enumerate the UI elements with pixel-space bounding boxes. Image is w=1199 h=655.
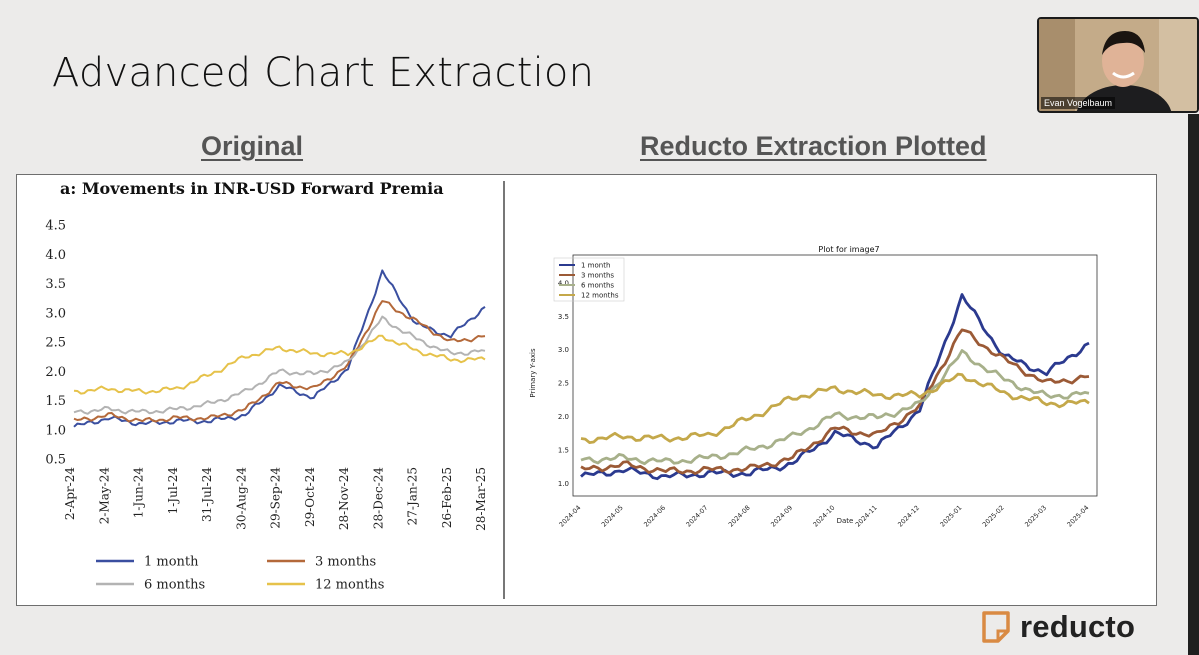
- x-tick-label: 30-Aug-24: [234, 467, 248, 530]
- x-tick-label: 28-Dec-24: [371, 467, 385, 529]
- y-tick-label: 3.0: [45, 306, 66, 321]
- chart-comparison-panel: a: Movements in INR-USD Forward Premia 0.…: [16, 174, 1157, 606]
- y-tick-label: 1.0: [558, 480, 569, 488]
- legend-label: 6 months: [144, 578, 205, 593]
- plot-frame: [572, 254, 1098, 497]
- y-axis-label: Primary Y-axis: [529, 348, 537, 398]
- legend-label: 3 months: [581, 271, 614, 279]
- x-tick-label: 29-Sep-24: [269, 467, 283, 529]
- y-tick-label: 4.0: [45, 248, 66, 263]
- x-tick-label: 2024-12: [896, 504, 921, 529]
- y-tick-label: 0.5: [45, 453, 66, 468]
- y-tick-label: 2.5: [45, 336, 66, 351]
- x-tick-label: 2025-02: [981, 504, 1006, 529]
- series-line-3-months: [73, 300, 486, 423]
- y-tick-label: 3.5: [45, 277, 66, 292]
- x-tick-label: 29-Oct-24: [303, 467, 317, 527]
- series-line-1-month: [73, 269, 486, 428]
- participant-name-label: Evan Vogelbaum: [1041, 97, 1116, 109]
- reducto-logo: reducto: [982, 609, 1136, 644]
- chart-title: Plot for image7: [818, 245, 879, 254]
- x-tick-label: 28-Nov-24: [337, 467, 351, 531]
- legend-label: 12 months: [315, 578, 384, 593]
- reducto-chart: Plot for image7 1.0 1.5 2.0 2.5 3.0 3.5 4.0 2024…: [529, 245, 1098, 529]
- y-tick-label: 2.0: [558, 413, 569, 421]
- x-tick-label: 27-Jan-25: [406, 467, 420, 525]
- x-tick-label: 2-Apr-24: [63, 467, 77, 520]
- x-tick-label: 2024-10: [812, 504, 837, 529]
- x-tick-label: 2024-06: [642, 504, 667, 529]
- legend-label: 1 month: [144, 555, 199, 570]
- y-tick-label: 2.0: [45, 365, 66, 380]
- original-chart: a: Movements in INR-USD Forward Premia 0.…: [45, 179, 488, 593]
- x-tick-label: 2024-04: [558, 504, 583, 529]
- y-tick-label: 4.5: [45, 219, 66, 234]
- x-tick-label: 31-Jul-24: [200, 467, 214, 522]
- y-tick-label: 3.5: [558, 313, 569, 321]
- x-tick-label: 2024-11: [854, 504, 879, 529]
- y-tick-label: 1.0: [45, 423, 66, 438]
- x-tick-label: 26-Feb-25: [440, 467, 454, 528]
- panel-divider: [503, 181, 505, 599]
- person-avatar-icon: [1039, 19, 1197, 111]
- y-tick-label: 2.5: [558, 380, 569, 388]
- x-axis-label: Date: [837, 517, 854, 525]
- x-tick-label: 2024-07: [685, 504, 710, 529]
- series-line-6-months: [580, 349, 1090, 466]
- x-tick-label: 2-May-24: [97, 467, 111, 525]
- legend-label: 3 months: [315, 555, 376, 570]
- window-edge: [1188, 114, 1199, 655]
- x-tick-label: 28-Mar-25: [474, 467, 488, 531]
- legend-box: [553, 257, 625, 302]
- x-tick-label: 1-Jun-24: [132, 467, 146, 519]
- legend-label: 1 month: [581, 261, 610, 269]
- heading-original: Original: [201, 131, 304, 161]
- reducto-logo-icon: [982, 611, 1010, 643]
- x-tick-label: 2024-09: [769, 504, 794, 529]
- slide-title: Advanced Chart Extraction: [52, 50, 595, 96]
- x-tick-label: 2025-04: [1066, 504, 1091, 529]
- x-tick-label: 1-Jul-24: [166, 467, 180, 515]
- series-line-6-months: [73, 315, 486, 415]
- series-line-12-months: [580, 372, 1090, 444]
- y-tick-label: 4.0: [558, 279, 569, 287]
- x-tick-label: 2024-08: [727, 504, 752, 529]
- legend-label: 6 months: [581, 281, 614, 289]
- legend-label: 12 months: [581, 291, 619, 299]
- reducto-logo-text: reducto: [1020, 609, 1136, 644]
- heading-reducto-extraction: Reducto Extraction Plotted: [640, 131, 987, 161]
- y-tick-label: 1.5: [45, 394, 66, 409]
- series-line-12-months: [73, 334, 486, 395]
- x-tick-label: 2025-01: [939, 504, 964, 529]
- y-tick-label: 1.5: [558, 446, 569, 454]
- participant-video-tile[interactable]: Evan Vogelbaum: [1037, 17, 1199, 113]
- series-line-3-months: [580, 328, 1090, 475]
- x-tick-label: 2024-05: [600, 504, 625, 529]
- x-tick-label: 2025-03: [1023, 504, 1048, 529]
- y-tick-label: 3.0: [558, 346, 569, 354]
- chart-title: a: Movements in INR-USD Forward Premia: [60, 179, 444, 198]
